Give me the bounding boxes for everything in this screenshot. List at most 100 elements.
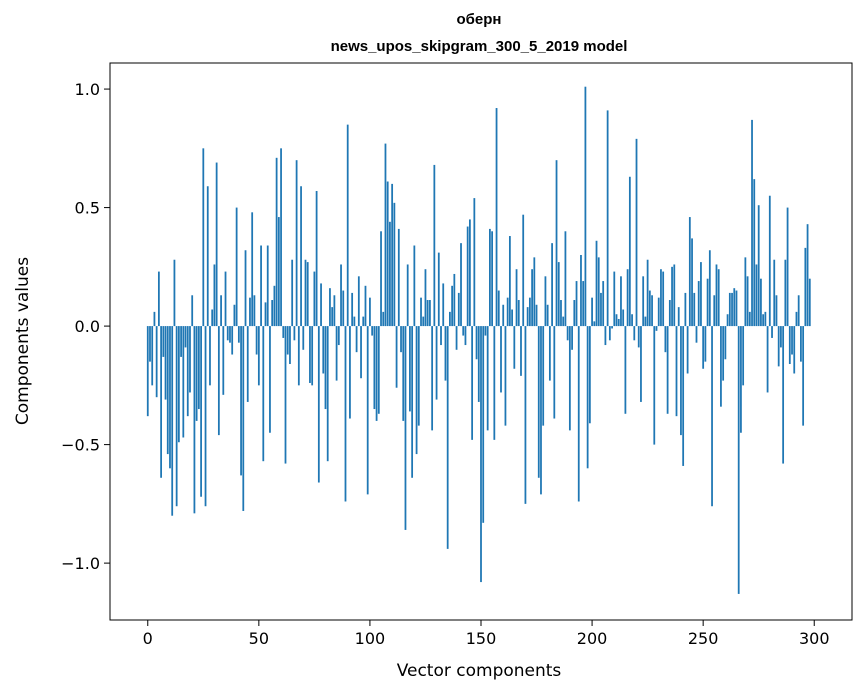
bar-166 [515, 269, 518, 327]
y-tick-label: 0.5 [75, 199, 100, 218]
bar-264 [733, 288, 736, 327]
bar-145 [469, 219, 471, 327]
bar-81 [326, 326, 329, 462]
bar-13 [175, 326, 178, 507]
x-tick-label: 200 [577, 629, 608, 648]
bar-73 [309, 326, 311, 383]
bar-254 [711, 326, 713, 507]
bar-121 [415, 326, 418, 455]
bar-144 [466, 226, 469, 327]
bar-63 [286, 326, 289, 355]
bar-225 [646, 259, 649, 327]
bar-164 [511, 309, 513, 327]
bar-237 [673, 264, 676, 327]
bar-198 [586, 326, 589, 469]
bar-37 [229, 326, 231, 343]
bar-244 [688, 217, 691, 327]
bar-230 [657, 297, 660, 327]
bar-271 [748, 311, 751, 327]
bar-110 [391, 183, 394, 327]
bar-84 [333, 295, 336, 327]
bar-36 [226, 326, 229, 341]
bar-190 [568, 326, 571, 431]
bar-67 [295, 160, 298, 327]
bar-161 [504, 326, 507, 426]
bar-246 [693, 292, 696, 327]
x-tick-label: 50 [249, 629, 269, 648]
bar-91 [349, 326, 351, 419]
bar-228 [653, 326, 656, 445]
bar-94 [355, 326, 358, 353]
bar-135 [446, 326, 449, 549]
bar-74 [311, 326, 314, 386]
bar-61 [282, 326, 285, 338]
bar-245 [691, 238, 693, 327]
bar-153 [486, 326, 489, 431]
bar-89 [344, 326, 347, 502]
bar-162 [506, 297, 509, 327]
bar-124 [422, 316, 425, 327]
bar-47 [251, 212, 254, 327]
bar-120 [413, 245, 416, 327]
y-tick-label: 0.0 [75, 317, 100, 336]
bar-163 [508, 236, 511, 327]
bar-102 [373, 326, 376, 410]
bar-155 [491, 231, 493, 327]
bar-256 [715, 264, 718, 327]
bar-105 [380, 231, 382, 327]
y-tick-label: −1.0 [61, 554, 100, 573]
bar-231 [660, 269, 662, 327]
bar-251 [704, 326, 707, 362]
bar-23 [197, 326, 200, 410]
bar-195 [580, 254, 582, 327]
bar-279 [766, 326, 769, 393]
bar-278 [764, 311, 767, 327]
bar-257 [717, 269, 720, 327]
y-axis-label: Components values [13, 257, 33, 425]
bar-39 [233, 304, 236, 327]
bar-211 [615, 314, 618, 327]
bar-252 [706, 278, 709, 327]
bar-220 [635, 138, 638, 327]
bar-87 [340, 264, 342, 327]
bar-241 [682, 326, 685, 466]
bar-182 [551, 243, 553, 327]
bar-217 [628, 176, 631, 327]
bar-6 [160, 326, 162, 478]
bar-173 [531, 269, 533, 327]
chart-title: оберн [457, 11, 502, 28]
bar-141 [460, 243, 462, 327]
bar-180 [546, 304, 549, 327]
bar-212 [617, 318, 620, 327]
bar-125 [424, 269, 427, 327]
bar-114 [400, 326, 402, 353]
bar-122 [417, 326, 420, 426]
bar-9 [166, 326, 169, 455]
bar-1 [149, 326, 151, 362]
bar-10 [169, 326, 171, 469]
bar-236 [671, 266, 673, 327]
bar-156 [493, 326, 496, 440]
bar-64 [289, 326, 291, 365]
bar-98 [364, 285, 367, 327]
bar-159 [500, 326, 502, 393]
bar-233 [664, 326, 667, 353]
bar-147 [473, 198, 476, 327]
bar-54 [266, 245, 269, 327]
bar-227 [651, 295, 653, 327]
bar-260 [724, 326, 727, 360]
bar-126 [426, 300, 429, 327]
bar-66 [293, 326, 296, 341]
bar-222 [640, 326, 642, 402]
bar-29 [211, 309, 214, 327]
bar-213 [620, 276, 622, 327]
bar-34 [222, 326, 225, 395]
bar-46 [249, 297, 251, 327]
bar-272 [751, 119, 753, 327]
bar-78 [320, 283, 322, 327]
bar-188 [564, 231, 567, 327]
bar-60 [280, 148, 282, 327]
bar-296 [804, 247, 807, 327]
bar-154 [489, 228, 491, 327]
x-axis-label: Vector components [397, 661, 562, 681]
